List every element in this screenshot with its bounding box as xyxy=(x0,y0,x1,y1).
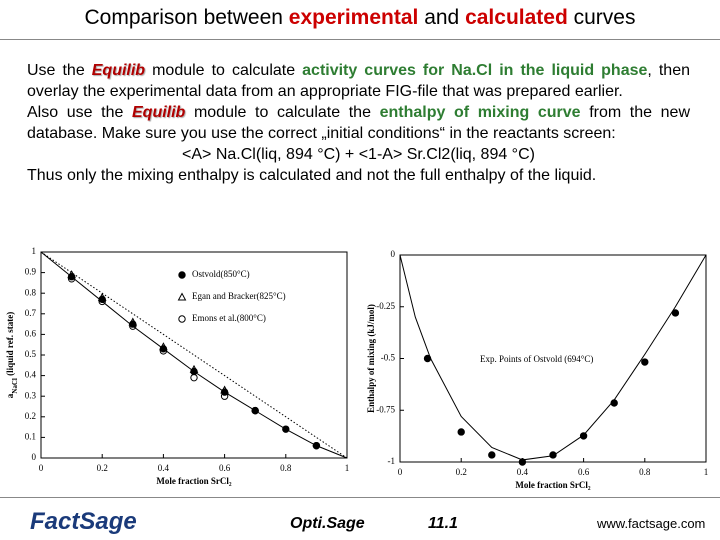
plot-frame xyxy=(40,251,348,459)
y-tick-label: -1 xyxy=(388,456,396,466)
title-rule xyxy=(0,39,720,40)
marker xyxy=(159,342,168,351)
marker xyxy=(488,451,496,459)
y-axis-label-part: a xyxy=(5,393,15,398)
marker xyxy=(67,270,76,279)
marker xyxy=(549,451,557,459)
x-tick-label: 0.4 xyxy=(517,467,529,477)
legend-label: Emons et al.(800°C) xyxy=(192,313,266,323)
reaction: <A> Na.Cl(liq, 894 °C) + <1-A> Sr.Cl2(li… xyxy=(182,146,535,163)
title-text: curves xyxy=(567,6,636,29)
title-text: and xyxy=(418,6,466,29)
title-highlight: calculated xyxy=(465,6,568,29)
x-tick-label: 1 xyxy=(345,463,350,473)
paragraph: Use the Equilib module to calculate acti… xyxy=(27,60,690,102)
title: Comparison between experimental and calc… xyxy=(0,6,720,30)
highlight: activity curves for Na.Cl in the liquid … xyxy=(302,62,648,79)
text: from the new database. Make sure you use… xyxy=(27,104,691,142)
x-tick-label: 0.6 xyxy=(219,463,231,473)
page-number: 11.1 xyxy=(428,515,458,532)
marker xyxy=(251,406,259,415)
title-text: Comparison between xyxy=(84,6,289,29)
url: www.factsage.com xyxy=(597,516,706,531)
logo: FactSage xyxy=(30,508,137,535)
footer-rule xyxy=(0,497,720,498)
highlight: enthalpy of mixing curve xyxy=(379,104,581,121)
x-tick-label: 0.8 xyxy=(280,463,292,473)
marker xyxy=(128,317,138,326)
marker xyxy=(312,441,321,450)
y-tick-label: -0.5 xyxy=(381,353,396,363)
y-tick-label: 0.9 xyxy=(25,267,37,277)
marker xyxy=(129,322,137,330)
module-name: Equilib xyxy=(91,62,146,79)
y-tick-label: 0.3 xyxy=(25,390,37,400)
x-tick-label: 0 xyxy=(398,467,403,477)
text: Also use the xyxy=(27,104,132,121)
program: Opti.Sage xyxy=(290,515,365,532)
marker xyxy=(220,392,229,400)
y-tick-label: 0.2 xyxy=(25,411,36,421)
y-axis-label-part: (liquid ref. state) xyxy=(5,312,15,378)
paragraph: Thus only the mixing enthalpy is calcula… xyxy=(27,167,597,184)
x-tick-label: 1 xyxy=(704,467,709,477)
marker xyxy=(641,358,649,366)
x-tick-label: 0.2 xyxy=(456,467,467,477)
marker xyxy=(518,458,527,466)
marker xyxy=(98,297,106,306)
y-tick-label: 0.6 xyxy=(25,328,37,338)
x-axis-label: Mole fraction SrCl₂ xyxy=(515,480,590,490)
text: module to calculate xyxy=(145,62,303,79)
y-tick-label: 0 xyxy=(32,452,37,462)
annotation: Exp. Points of Ostvold (694°C) xyxy=(480,354,593,364)
y-tick-label: 0.7 xyxy=(25,308,37,318)
y-axis-label: Enthalpy of mixing (kJ/mol) xyxy=(366,304,376,413)
text: , then overlay the experimental data fro… xyxy=(27,62,690,100)
x-axis-label: Mole fraction SrCl₂ xyxy=(156,476,231,486)
module-name: Equilib xyxy=(132,104,186,121)
y-axis-label-part: Enthalpy of mixing (kJ/mol) xyxy=(366,304,376,413)
y-tick-label: 0.4 xyxy=(25,370,37,380)
line xyxy=(399,254,707,461)
marker xyxy=(97,292,107,301)
marker xyxy=(457,428,465,436)
x-tick-label: 0 xyxy=(39,463,44,473)
x-tick-label: 0.2 xyxy=(97,463,108,473)
y-tick-label: 0.5 xyxy=(25,349,37,359)
y-axis-label: aNaCl (liquid ref. state) xyxy=(5,312,19,398)
marker xyxy=(189,364,199,373)
y-tick-label: -0.25 xyxy=(376,301,395,311)
legend-label: Egan and Bracker(825°C) xyxy=(192,291,286,301)
body: Use the Equilib module to calculate acti… xyxy=(27,60,690,186)
paragraph: Also use the Equilib module to calculate… xyxy=(27,102,690,144)
x-tick-label: 0.6 xyxy=(578,467,590,477)
line xyxy=(40,251,348,459)
x-tick-label: 0.4 xyxy=(158,463,170,473)
marker xyxy=(579,432,588,440)
y-tick-label: 0.1 xyxy=(25,431,36,441)
legend-marker xyxy=(177,292,187,301)
text: module to calculate the xyxy=(185,104,380,121)
title-highlight: experimental xyxy=(288,6,419,29)
y-tick-label: -0.75 xyxy=(376,404,395,414)
legend-marker xyxy=(178,271,186,279)
x-tick-label: 0.8 xyxy=(639,467,651,477)
legend-marker xyxy=(178,315,186,323)
legend-label: Ostvold(850°C) xyxy=(192,269,250,279)
y-axis-label-part: NaCl xyxy=(11,378,19,394)
y-tick-label: 0 xyxy=(391,249,396,259)
y-tick-label: 0.8 xyxy=(25,287,37,297)
text: Use the xyxy=(27,62,92,79)
marker xyxy=(190,373,198,382)
line xyxy=(40,251,348,459)
marker xyxy=(671,309,680,317)
y-tick-label: 1 xyxy=(32,246,37,256)
